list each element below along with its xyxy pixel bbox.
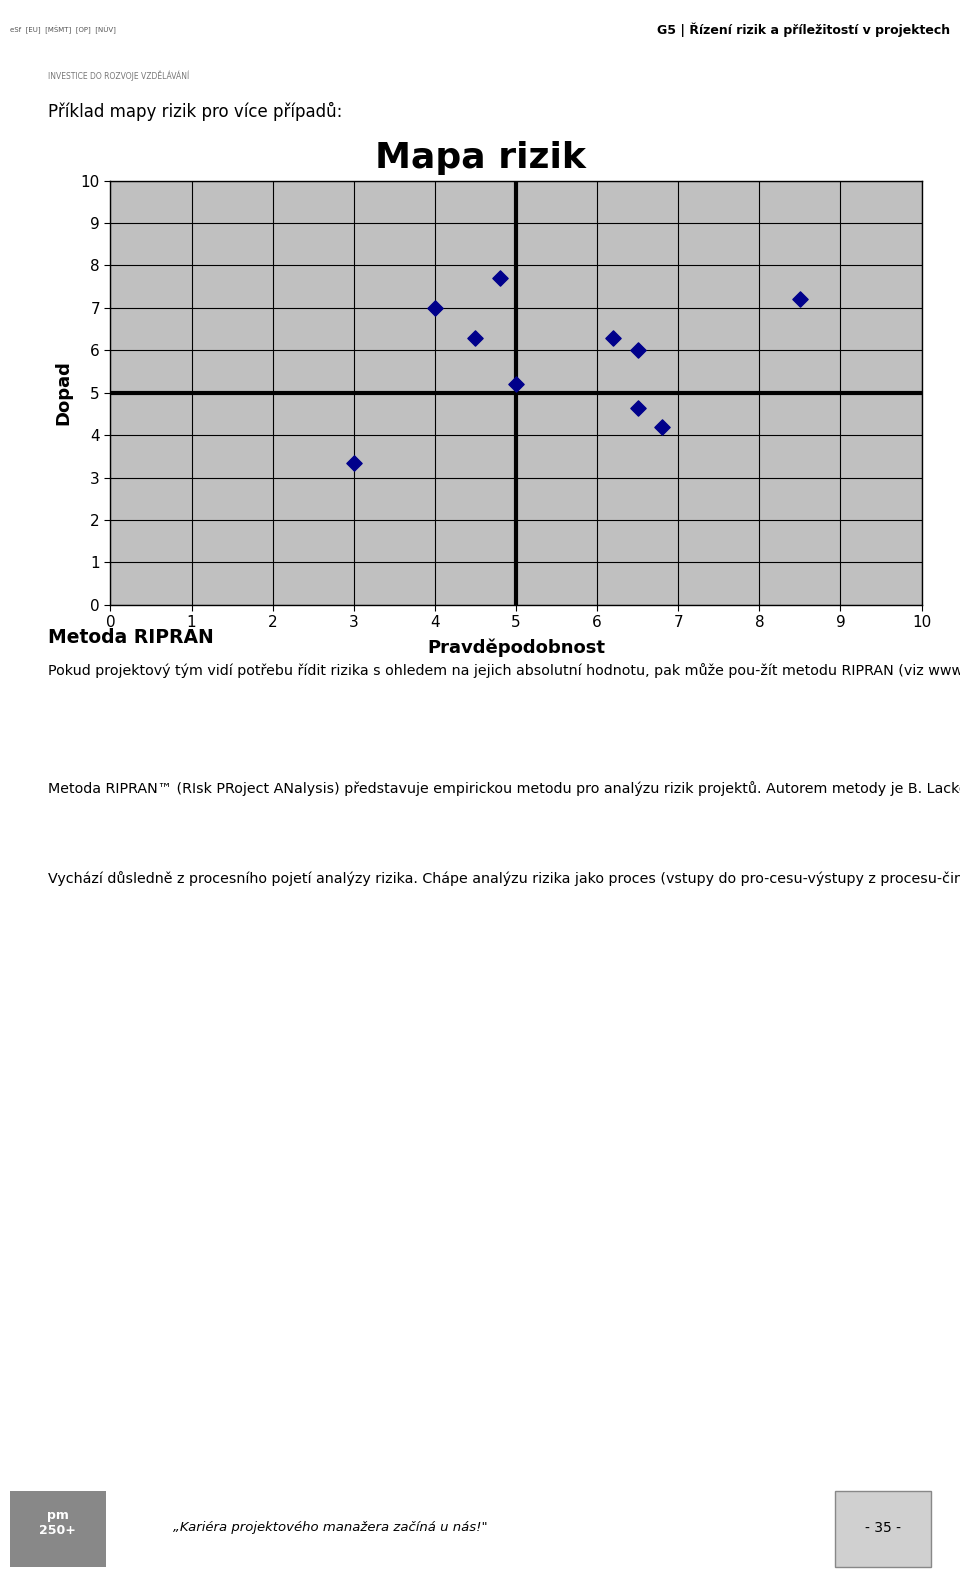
Text: INVESTICE DO ROZVOJE VZDĚLÁVÁNÍ: INVESTICE DO ROZVOJE VZDĚLÁVÁNÍ xyxy=(48,71,189,82)
Point xyxy=(630,338,645,363)
Text: Metoda RIPRAN: Metoda RIPRAN xyxy=(48,628,214,647)
Point xyxy=(492,265,508,291)
FancyBboxPatch shape xyxy=(10,1491,106,1566)
Text: Pokud projektový tým vidí potřebu řídit rizika s ohledem na jejich absolutní hod: Pokud projektový tým vidí potřebu řídit … xyxy=(48,663,960,679)
Y-axis label: Dopad: Dopad xyxy=(55,360,72,426)
Text: Příklad mapy rizik pro více případů:: Příklad mapy rizik pro více případů: xyxy=(48,102,343,121)
Point xyxy=(509,372,524,397)
X-axis label: Pravděpodobnost: Pravděpodobnost xyxy=(427,638,605,657)
Point xyxy=(427,295,443,320)
Text: „Kariéra projektového manažera začíná u nás!": „Kariéra projektového manažera začíná u … xyxy=(173,1521,488,1535)
Text: Vychází důsledně z procesního pojetí analýzy rizika. Chápe analýzu rizika jako p: Vychází důsledně z procesního pojetí ana… xyxy=(48,870,960,886)
Point xyxy=(792,287,807,313)
Text: pm
250+: pm 250+ xyxy=(39,1510,76,1538)
Point xyxy=(606,325,621,350)
FancyBboxPatch shape xyxy=(835,1491,931,1566)
Text: Metoda RIPRAN™ (RIsk PRoject ANalysis) představuje empirickou metodu pro analýzu: Metoda RIPRAN™ (RIsk PRoject ANalysis) p… xyxy=(48,779,960,796)
Point xyxy=(346,451,361,476)
Text: - 35 -: - 35 - xyxy=(865,1521,901,1535)
Text: eSf  [EU]  [MŠMT]  [OP]  [NÚV]: eSf [EU] [MŠMT] [OP] [NÚV] xyxy=(10,25,115,35)
Point xyxy=(630,394,645,419)
Point xyxy=(655,415,670,440)
Text: Mapa rizik: Mapa rizik xyxy=(374,141,586,176)
Text: G5 | Řízení rizik a příležitostí v projektech: G5 | Řízení rizik a příležitostí v proje… xyxy=(658,22,950,38)
Point xyxy=(468,325,483,350)
